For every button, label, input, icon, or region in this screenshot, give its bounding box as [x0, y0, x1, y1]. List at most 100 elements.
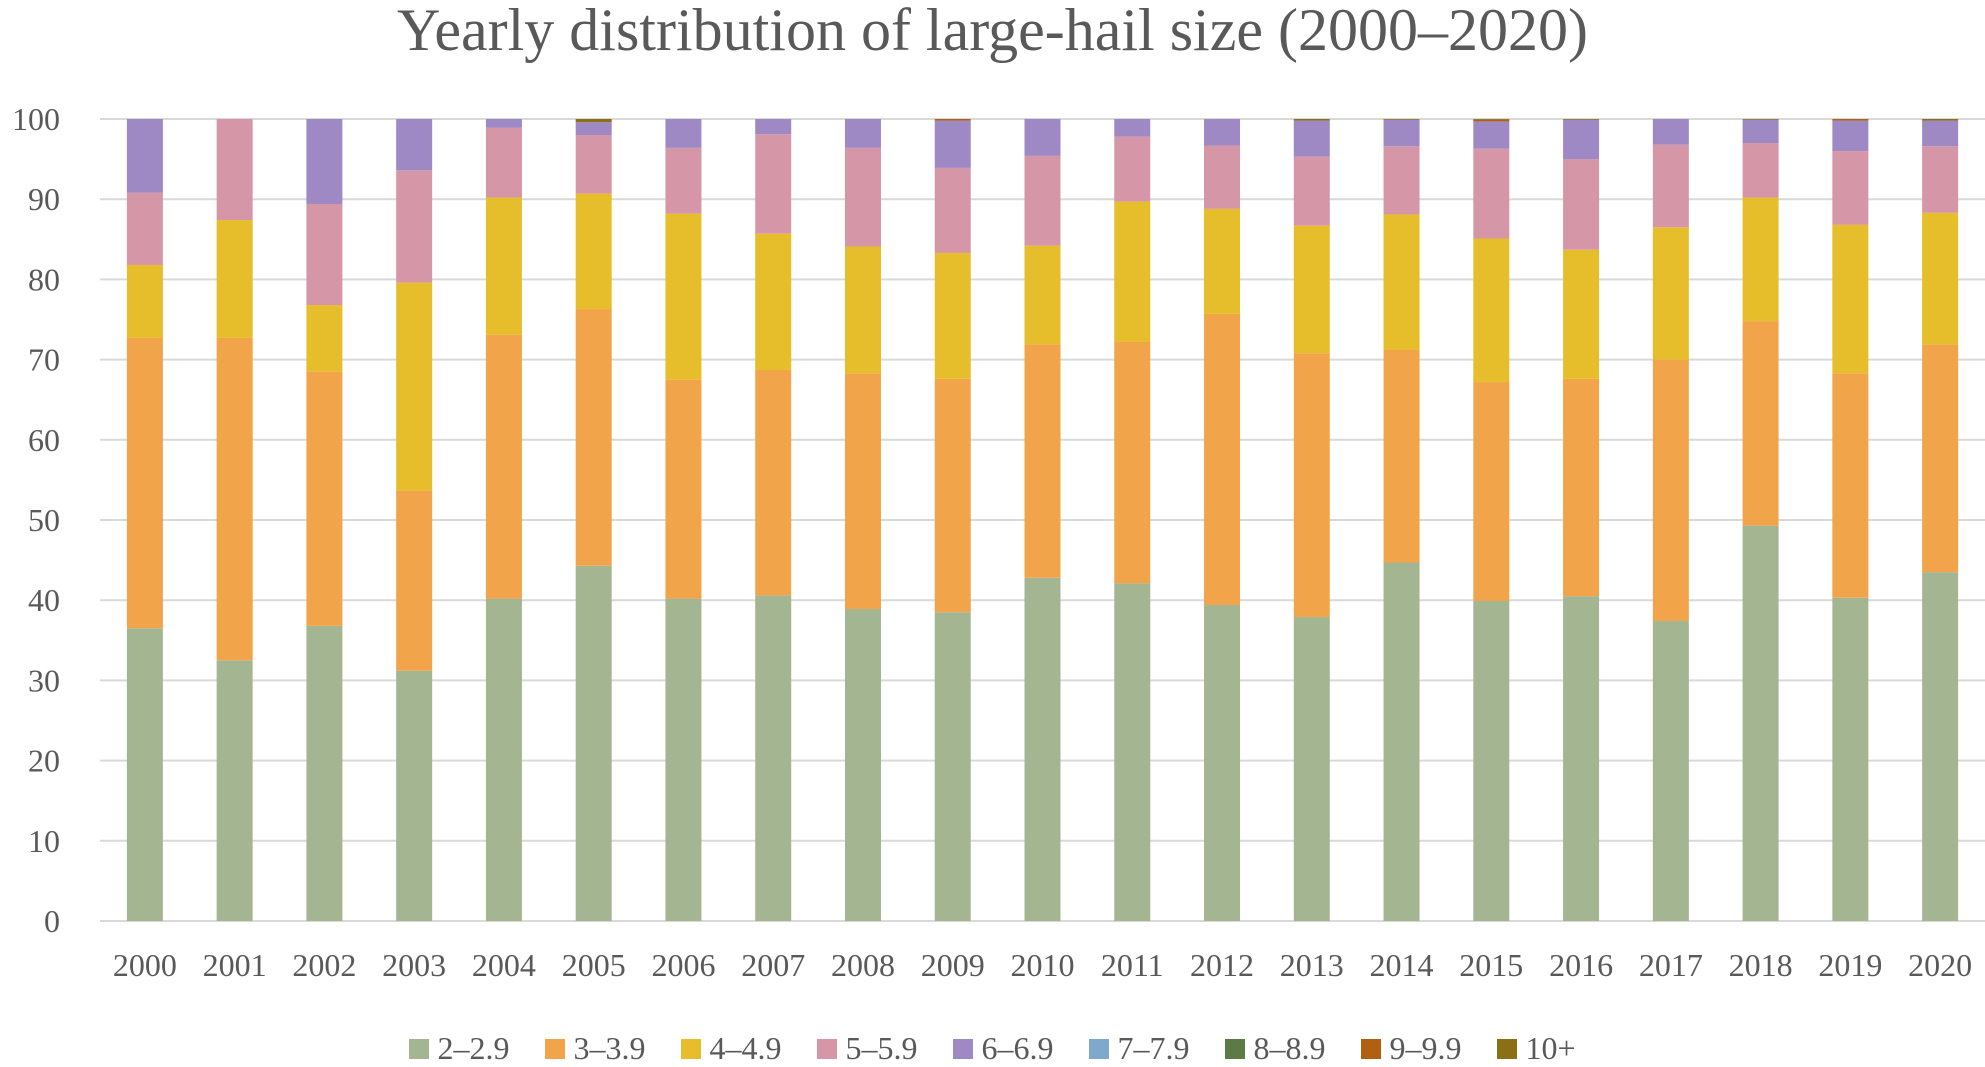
bar-segment	[844, 373, 881, 610]
bar-segment	[1563, 119, 1600, 120]
bar-segment	[126, 192, 163, 265]
x-tick-label: 2014	[1370, 947, 1434, 983]
bar-segment	[485, 127, 522, 198]
bar-segment	[1742, 525, 1779, 921]
bar-segment	[216, 119, 253, 221]
bar-segment	[306, 371, 343, 626]
x-tick-label: 2017	[1639, 947, 1703, 983]
bar-segment	[934, 252, 971, 379]
legend-label: 3–3.9	[573, 1030, 646, 1066]
legend-item: 2–2.9	[409, 1030, 509, 1067]
bar-segment	[575, 309, 612, 566]
y-axis-tick-labels: 0 10 20 30 40 50 60 70 80 90 100	[12, 101, 60, 939]
legend-item: 9–9.9	[1361, 1030, 1461, 1067]
bar-segment	[1742, 143, 1779, 198]
bar-segment	[1922, 212, 1959, 345]
bar-segment	[396, 282, 433, 491]
legend-label: 4–4.9	[709, 1030, 782, 1066]
y-tick-label: 30	[28, 662, 60, 698]
bar-segment	[1383, 349, 1420, 563]
bar-segment	[485, 197, 522, 335]
bar-segment	[1293, 617, 1330, 921]
bar-segment	[755, 595, 792, 921]
bars	[126, 119, 1959, 921]
bar-segment	[934, 612, 971, 921]
bar-segment	[216, 660, 253, 921]
bar-segment	[1922, 344, 1959, 573]
bar-segment	[1922, 120, 1959, 147]
bar-segment	[1563, 596, 1600, 921]
bar-segment	[755, 119, 792, 135]
legend-item: 6–6.9	[953, 1030, 1053, 1067]
bar-segment	[844, 119, 881, 148]
bar-segment	[575, 565, 612, 921]
x-tick-label: 2015	[1459, 947, 1523, 983]
y-tick-label: 100	[12, 101, 60, 137]
bar-segment	[1922, 146, 1959, 213]
bar-segment	[396, 670, 433, 921]
bar-segment	[1204, 605, 1241, 921]
bar-segment	[126, 628, 163, 921]
bar-segment	[1024, 344, 1061, 578]
bar-segment	[1742, 119, 1779, 144]
x-tick-label: 2012	[1190, 947, 1254, 983]
bar-segment	[1383, 562, 1420, 921]
bar-segment	[1204, 145, 1241, 209]
bar-segment	[1742, 119, 1779, 120]
legend-label: 5–5.9	[845, 1030, 918, 1066]
legend-swatch	[1497, 1038, 1518, 1059]
x-tick-label: 2011	[1101, 947, 1164, 983]
legend-swatch	[817, 1038, 838, 1059]
chart-title: Yearly distribution of large-hail size (…	[397, 0, 1588, 63]
legend-label: 7–7.9	[1117, 1030, 1190, 1066]
bar-segment	[1293, 225, 1330, 354]
bar-segment	[485, 598, 522, 921]
x-tick-label: 2001	[203, 947, 267, 983]
bar-segment	[844, 609, 881, 921]
bar-segment	[1473, 119, 1510, 120]
bar-segment	[844, 246, 881, 374]
bar-segment	[1204, 119, 1241, 146]
bar-segment	[306, 204, 343, 306]
bar-segment	[575, 135, 612, 194]
x-tick-label: 2010	[1011, 947, 1075, 983]
bar-segment	[1293, 120, 1330, 157]
bar-segment	[1473, 238, 1510, 383]
legend-item: 5–5.9	[817, 1030, 917, 1067]
bar-segment	[934, 120, 971, 168]
bar-segment	[126, 119, 163, 193]
x-tick-label: 2018	[1729, 947, 1793, 983]
bar-segment	[1922, 119, 1959, 121]
y-tick-label: 10	[28, 823, 60, 859]
bar-segment	[665, 598, 702, 921]
x-tick-label: 2013	[1280, 947, 1344, 983]
bar-segment	[1832, 373, 1869, 598]
bar-segment	[665, 379, 702, 599]
bar-segment	[755, 134, 792, 234]
bar-segment	[396, 119, 433, 171]
bar-segment	[1652, 621, 1689, 921]
bar-segment	[1473, 382, 1510, 602]
bar-segment	[1204, 208, 1241, 314]
bar-segment	[1473, 121, 1510, 149]
legend-label: 8–8.9	[1253, 1030, 1326, 1066]
legend-swatch	[545, 1038, 566, 1059]
bar-segment	[755, 370, 792, 596]
y-tick-label: 70	[28, 342, 60, 378]
y-tick-label: 60	[28, 422, 60, 458]
bar-segment	[1652, 119, 1689, 145]
bar-segment	[1024, 577, 1061, 921]
bar-segment	[1293, 156, 1330, 226]
legend-swatch	[953, 1038, 974, 1059]
bar-segment	[1293, 119, 1330, 121]
y-tick-label: 90	[28, 181, 60, 217]
bar-segment	[1114, 341, 1151, 584]
bar-segment	[396, 170, 433, 283]
bar-segment	[1742, 197, 1779, 322]
x-tick-label: 2007	[741, 947, 805, 983]
x-tick-label: 2003	[382, 947, 446, 983]
bar-segment	[396, 490, 433, 671]
bar-segment	[1922, 572, 1959, 921]
legend-label: 2–2.9	[437, 1030, 510, 1066]
